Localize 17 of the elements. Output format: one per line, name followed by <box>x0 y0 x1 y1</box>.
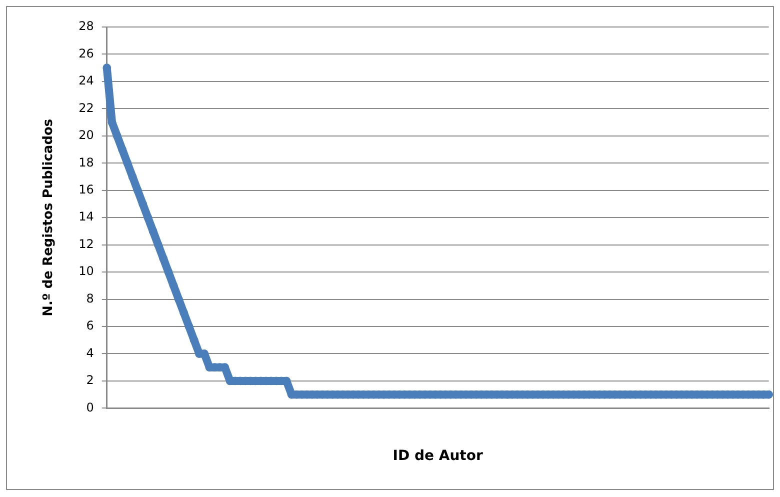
y-tick-label: 2 <box>86 373 94 388</box>
y-tick-label: 12 <box>78 236 94 251</box>
x-axis-title: ID de Autor <box>392 448 483 464</box>
y-tick-label: 16 <box>78 182 94 196</box>
y-tick-label: 4 <box>86 346 94 360</box>
y-tick-label: 0 <box>86 400 94 414</box>
y-tick-label: 18 <box>78 155 94 170</box>
y-tick-label: 28 <box>78 19 94 34</box>
y-tick-label: 20 <box>78 128 94 142</box>
y-tick-label: 8 <box>86 291 94 306</box>
y-tick-label: 26 <box>78 46 94 60</box>
y-tick-label: 24 <box>78 74 94 88</box>
y-tick-label: 22 <box>78 100 94 115</box>
y-axis-title: N.º de Registos Publicados <box>41 118 56 316</box>
y-tick-label: 14 <box>78 210 94 224</box>
y-tick-label: 6 <box>86 318 94 333</box>
y-tick-label: 10 <box>78 264 94 278</box>
